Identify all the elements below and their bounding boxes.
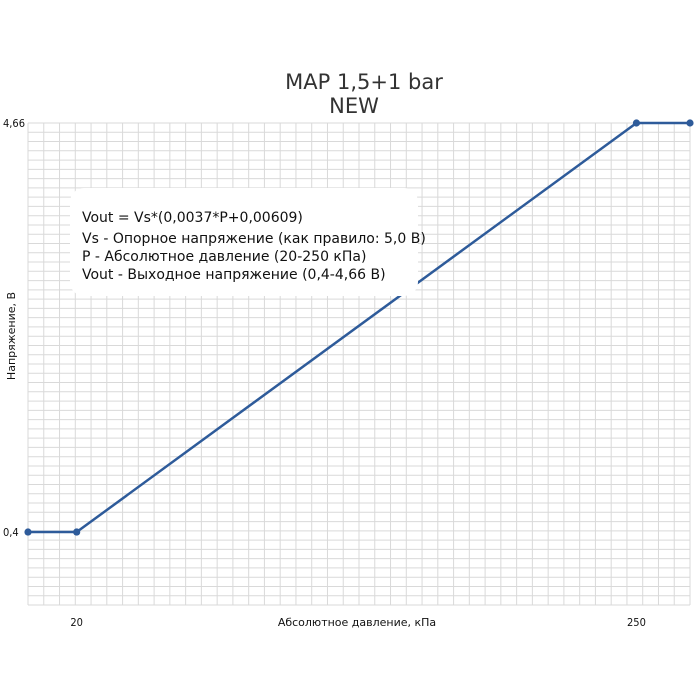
data-point <box>632 119 641 127</box>
data-point <box>24 528 32 536</box>
y-tick-label: 0,4 <box>3 526 19 539</box>
chart-title-line-1: MAP 1,5+1 bar <box>285 70 443 94</box>
annotation-box: Vout = Vs*(0,0037*P+0,00609) Vs - Опорно… <box>70 188 426 296</box>
annotation-line-3: P - Абсолютное давление (20-250 кПа) <box>82 249 366 265</box>
annotation-background <box>70 188 418 296</box>
annotation-line-1: Vout = Vs*(0,0037*P+0,00609) <box>82 210 303 226</box>
y-tick-label: 4,66 <box>3 117 25 130</box>
annotation-line-4: Vout - Выходное напряжение (0,4-4,66 В) <box>82 267 386 283</box>
annotation-line-2: Vs - Опорное напряжение (как правило: 5,… <box>82 231 426 247</box>
x-tick-labels: 20 250 <box>70 616 646 629</box>
x-tick-label: 250 <box>627 616 646 629</box>
y-tick-labels: 0,4 4,66 <box>3 117 25 539</box>
series-line <box>28 121 690 534</box>
data-point <box>73 528 81 536</box>
x-tick-label: 20 <box>70 616 83 629</box>
data-point <box>686 119 694 127</box>
series <box>24 119 694 536</box>
x-axis-label: Абсолютное давление, кПа <box>278 616 436 629</box>
y-axis-label: Напряжение, В <box>5 292 18 380</box>
chart-title-line-2: NEW <box>329 94 379 118</box>
